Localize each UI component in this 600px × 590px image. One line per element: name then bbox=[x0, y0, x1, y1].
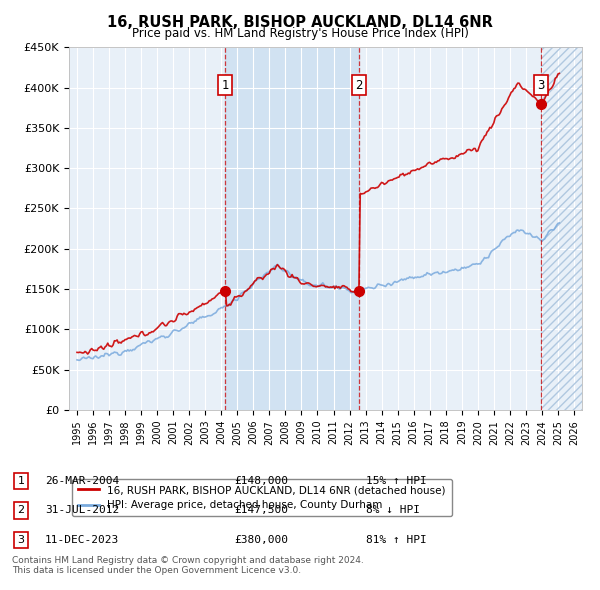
Text: 3: 3 bbox=[538, 79, 545, 92]
Text: Price paid vs. HM Land Registry's House Price Index (HPI): Price paid vs. HM Land Registry's House … bbox=[131, 27, 469, 40]
Text: 11-DEC-2023: 11-DEC-2023 bbox=[45, 535, 119, 545]
Text: 2: 2 bbox=[17, 506, 25, 515]
Text: 1: 1 bbox=[221, 79, 229, 92]
Text: 3: 3 bbox=[17, 535, 25, 545]
Text: 26-MAR-2004: 26-MAR-2004 bbox=[45, 476, 119, 486]
Text: £148,000: £148,000 bbox=[234, 476, 288, 486]
Text: £380,000: £380,000 bbox=[234, 535, 288, 545]
Text: 15% ↑ HPI: 15% ↑ HPI bbox=[366, 476, 427, 486]
Text: 16, RUSH PARK, BISHOP AUCKLAND, DL14 6NR: 16, RUSH PARK, BISHOP AUCKLAND, DL14 6NR bbox=[107, 15, 493, 30]
Text: 31-JUL-2012: 31-JUL-2012 bbox=[45, 506, 119, 515]
Text: £147,500: £147,500 bbox=[234, 506, 288, 515]
Bar bbox=[541, 47, 582, 410]
Legend: 16, RUSH PARK, BISHOP AUCKLAND, DL14 6NR (detached house), HPI: Average price, d: 16, RUSH PARK, BISHOP AUCKLAND, DL14 6NR… bbox=[71, 478, 452, 516]
Bar bbox=[225, 47, 359, 410]
Text: 81% ↑ HPI: 81% ↑ HPI bbox=[366, 535, 427, 545]
Text: 1: 1 bbox=[17, 476, 25, 486]
Text: Contains HM Land Registry data © Crown copyright and database right 2024.
This d: Contains HM Land Registry data © Crown c… bbox=[12, 556, 364, 575]
Text: 8% ↓ HPI: 8% ↓ HPI bbox=[366, 506, 420, 515]
Bar bbox=[541, 47, 582, 410]
Text: 2: 2 bbox=[355, 79, 362, 92]
